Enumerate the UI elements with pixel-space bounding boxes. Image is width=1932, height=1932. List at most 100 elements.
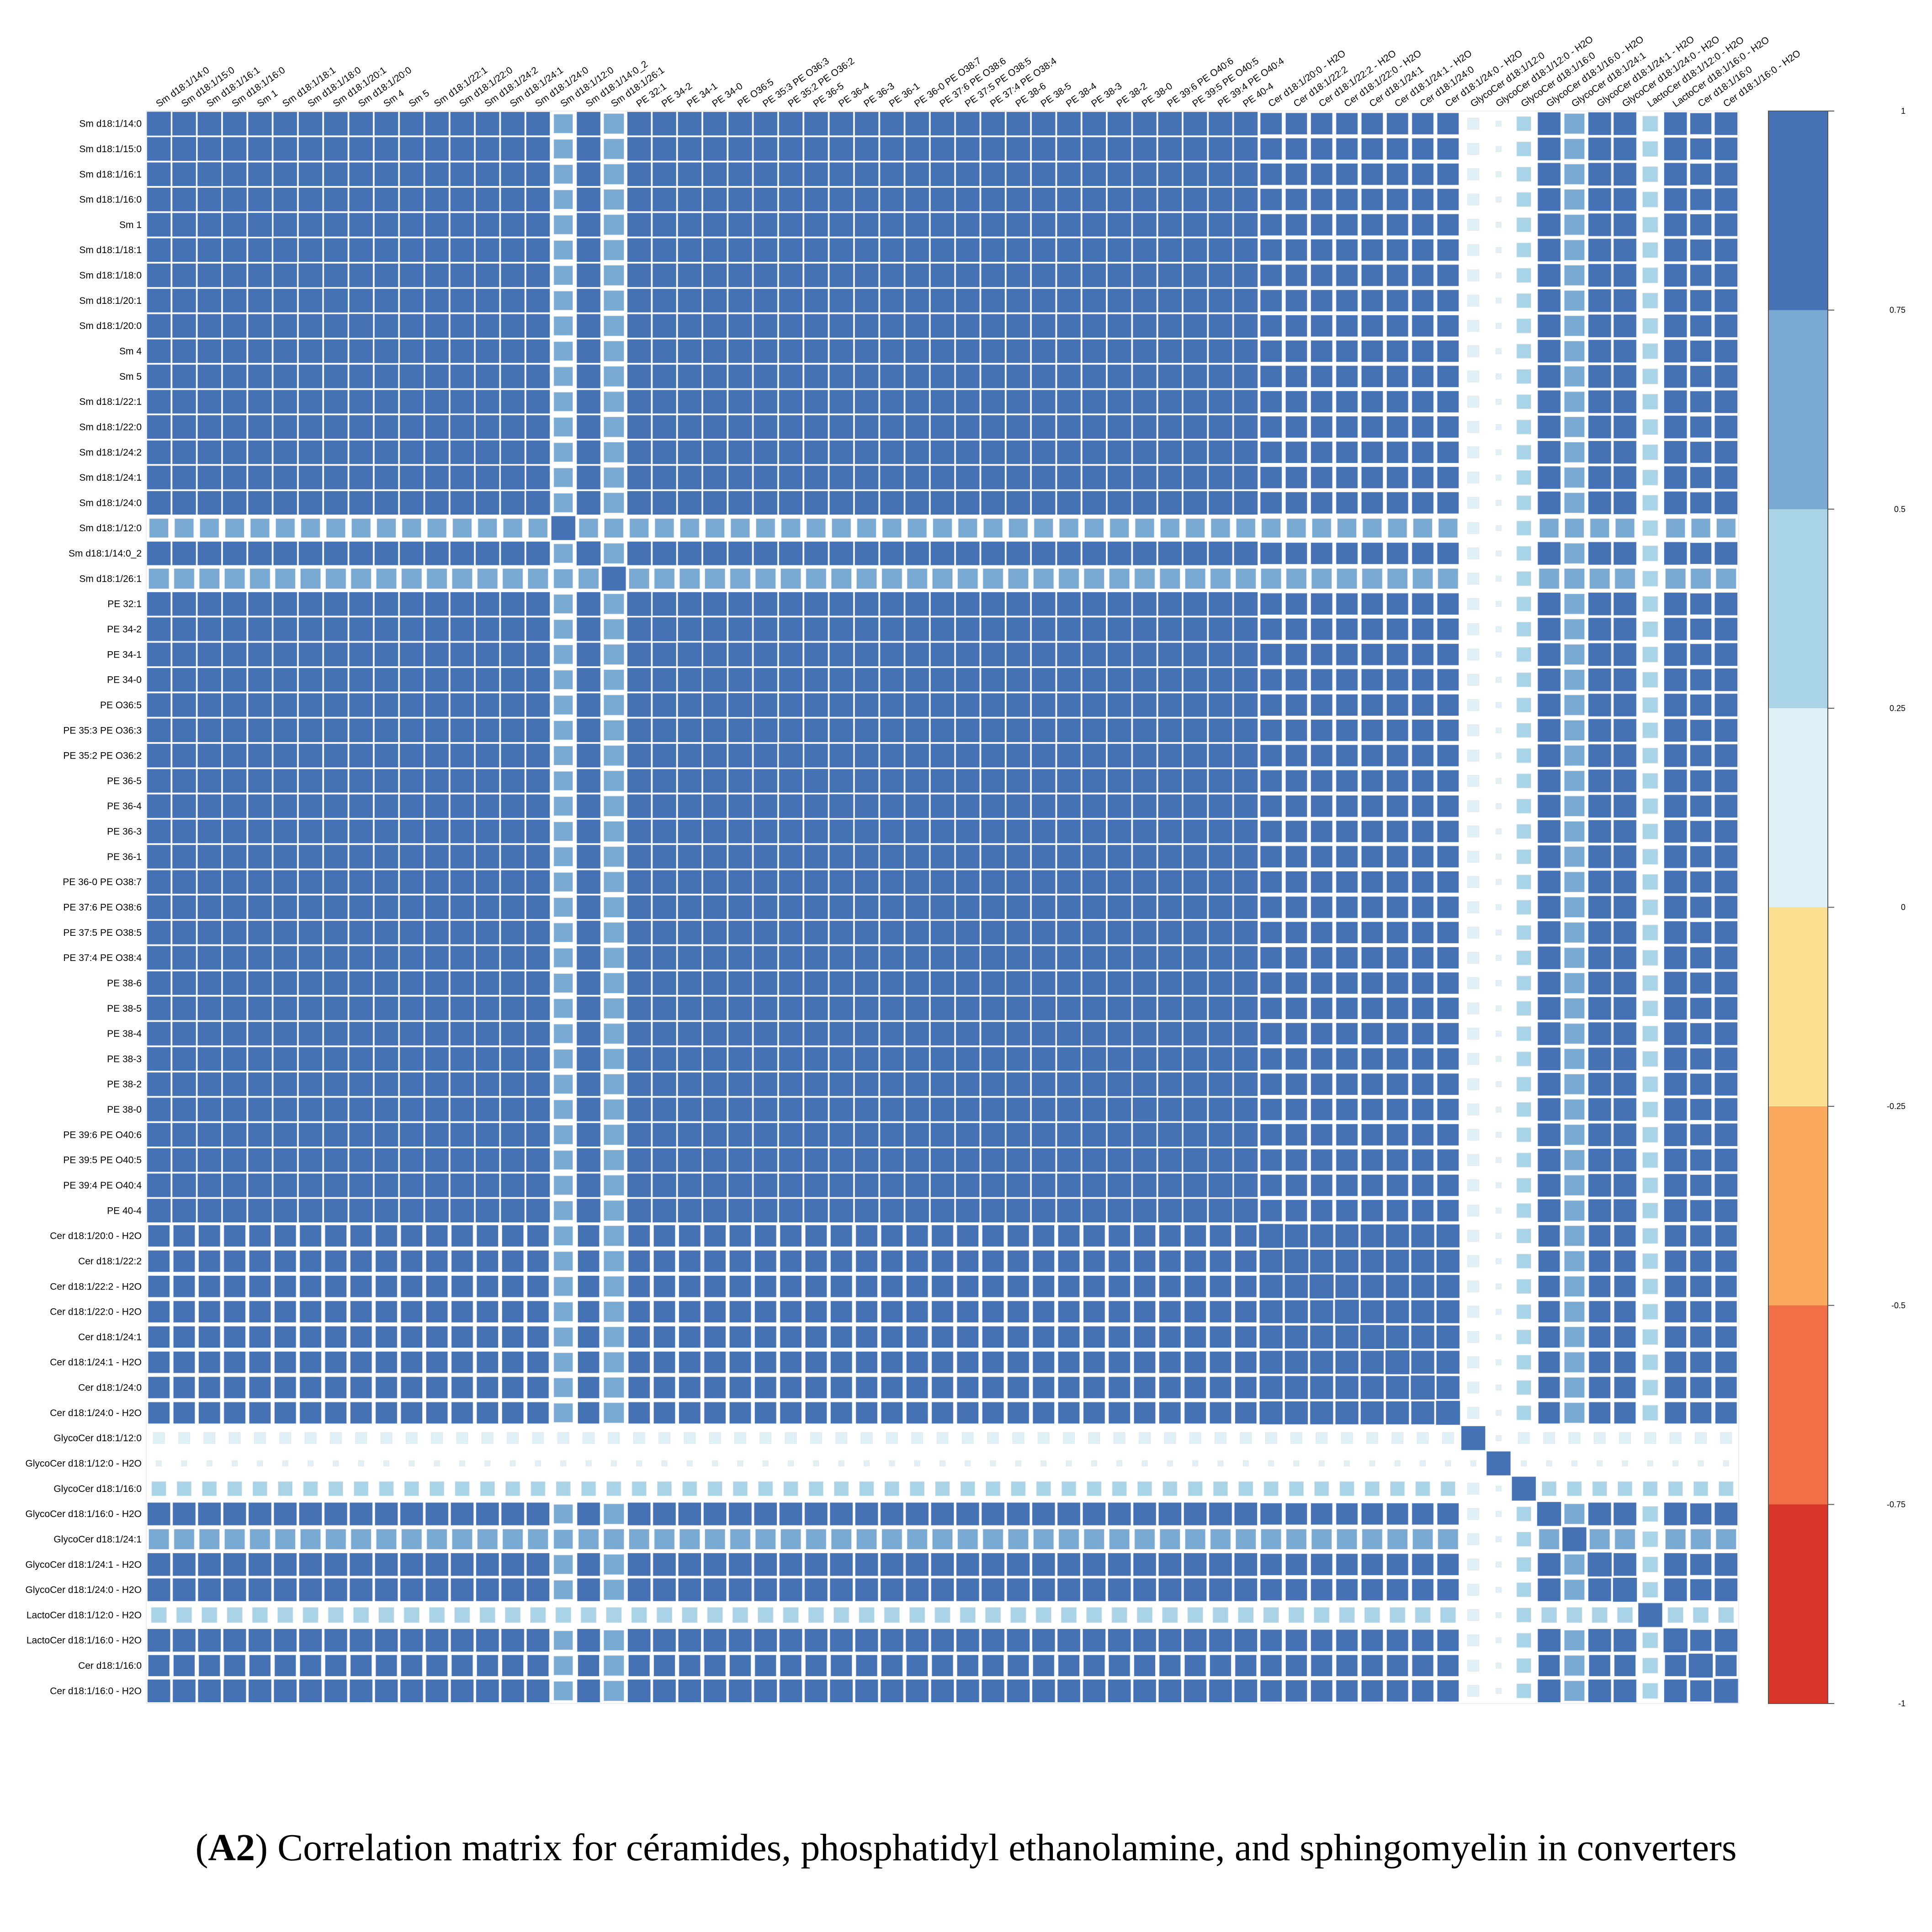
heatmap-cell xyxy=(1412,618,1434,641)
heatmap-cell xyxy=(1496,297,1502,304)
row-label: PE 36-1 xyxy=(107,852,142,862)
heatmap-cell xyxy=(728,945,753,970)
heatmap-cell xyxy=(632,1481,647,1497)
heatmap-cell xyxy=(1336,1174,1358,1197)
heatmap-cell xyxy=(1082,1679,1106,1703)
heatmap-cell xyxy=(1496,929,1502,936)
heatmap-cell xyxy=(603,922,625,943)
heatmap-cell xyxy=(804,996,828,1021)
heatmap-cell xyxy=(652,844,677,869)
heatmap-cell xyxy=(1690,1503,1712,1525)
heatmap-cell xyxy=(1157,313,1183,338)
heatmap-cell xyxy=(298,1502,323,1526)
heatmap-cell xyxy=(1385,1325,1410,1349)
heatmap-cell xyxy=(501,1351,524,1374)
heatmap-cell xyxy=(981,490,1005,515)
heatmap-cell xyxy=(1564,1327,1585,1348)
heatmap-cell xyxy=(1107,1072,1132,1097)
heatmap-cell xyxy=(1183,162,1208,186)
heatmap-cell xyxy=(1364,1607,1380,1623)
heatmap-cell xyxy=(197,844,222,869)
row-label: GlycoCer d18:1/12:0 - H2O xyxy=(26,1458,142,1469)
heatmap-cell xyxy=(1157,465,1183,490)
heatmap-cell xyxy=(1286,518,1306,538)
heatmap-cell xyxy=(1107,617,1132,642)
heatmap-cell xyxy=(374,339,399,364)
heatmap-cell xyxy=(1642,874,1658,890)
heatmap-cell xyxy=(880,1021,904,1046)
heatmap-cell xyxy=(248,1198,272,1223)
heatmap-cell xyxy=(1467,1053,1480,1065)
heatmap-cell xyxy=(172,945,196,970)
heatmap-cell xyxy=(1336,593,1358,615)
heatmap-cell xyxy=(1157,1097,1183,1122)
heatmap-cell xyxy=(1310,1350,1334,1375)
heatmap-cell xyxy=(677,137,702,161)
row-label: PE 36-4 xyxy=(107,801,142,812)
heatmap-cell xyxy=(1056,642,1081,667)
heatmap-cell xyxy=(753,389,778,414)
heatmap-cell xyxy=(1613,921,1637,945)
heatmap-cell xyxy=(147,541,171,566)
heatmap-cell xyxy=(197,1578,221,1602)
heatmap-cell xyxy=(374,1072,399,1097)
heatmap-cell xyxy=(955,718,980,743)
heatmap-cell xyxy=(1642,1228,1658,1244)
heatmap-cell xyxy=(1467,1634,1480,1646)
heatmap-cell xyxy=(1235,1529,1257,1550)
heatmap-cell xyxy=(804,895,828,920)
heatmap-cell xyxy=(475,389,500,414)
heatmap-cell xyxy=(677,187,702,212)
heatmap-cell xyxy=(1183,1198,1208,1223)
heatmap-cell xyxy=(222,617,247,642)
heatmap-cell xyxy=(829,111,854,136)
heatmap-cell xyxy=(905,1046,929,1072)
heatmap-cell xyxy=(1588,491,1612,515)
heatmap-cell xyxy=(778,238,803,262)
heatmap-cell xyxy=(1613,1072,1637,1096)
heatmap-cell xyxy=(425,971,449,996)
heatmap-cell xyxy=(324,440,348,465)
heatmap-cell xyxy=(1496,348,1502,354)
heatmap-cell xyxy=(1336,643,1358,666)
heatmap-cell xyxy=(1690,643,1712,666)
heatmap-cell xyxy=(1056,996,1081,1021)
heatmap-cell xyxy=(1137,1481,1152,1497)
heatmap-cell xyxy=(197,996,222,1021)
heatmap-cell xyxy=(500,490,525,515)
heatmap-cell xyxy=(425,844,449,869)
heatmap-cell xyxy=(1613,238,1637,262)
heatmap-cell xyxy=(1361,1578,1384,1601)
heatmap-cell xyxy=(475,440,500,465)
heatmap-cell xyxy=(829,389,854,414)
heatmap-cell xyxy=(627,718,652,743)
heatmap-cell xyxy=(781,518,801,538)
heatmap-cell xyxy=(1285,795,1308,817)
heatmap-cell xyxy=(349,794,373,818)
heatmap-cell xyxy=(1361,795,1384,817)
heatmap-cell xyxy=(778,870,803,894)
heatmap-cell xyxy=(349,1097,373,1122)
heatmap-cell xyxy=(1006,819,1031,844)
heatmap-cell xyxy=(1032,1225,1055,1247)
heatmap-cell xyxy=(451,1401,473,1424)
heatmap-cell xyxy=(1437,744,1460,767)
heatmap-cell xyxy=(553,973,573,993)
heatmap-cell xyxy=(631,1607,647,1623)
heatmap-cell xyxy=(981,769,1005,793)
heatmap-cell xyxy=(679,518,700,538)
heatmap-cell xyxy=(1642,469,1658,486)
heatmap-cell xyxy=(1285,289,1308,312)
heatmap-cell xyxy=(1133,1351,1156,1374)
heatmap-cell xyxy=(1412,441,1434,464)
heatmap-cell xyxy=(303,1481,318,1497)
heatmap-cell xyxy=(1233,819,1258,844)
heatmap-cell xyxy=(1516,369,1532,384)
heatmap-cell xyxy=(1361,1200,1384,1222)
heatmap-cell xyxy=(1467,1660,1480,1672)
heatmap-cell xyxy=(197,1629,221,1652)
heatmap-cell xyxy=(1564,998,1585,1019)
heatmap-cell xyxy=(1031,1148,1056,1173)
heatmap-cell xyxy=(1467,1230,1480,1242)
heatmap-cell xyxy=(704,1225,726,1247)
